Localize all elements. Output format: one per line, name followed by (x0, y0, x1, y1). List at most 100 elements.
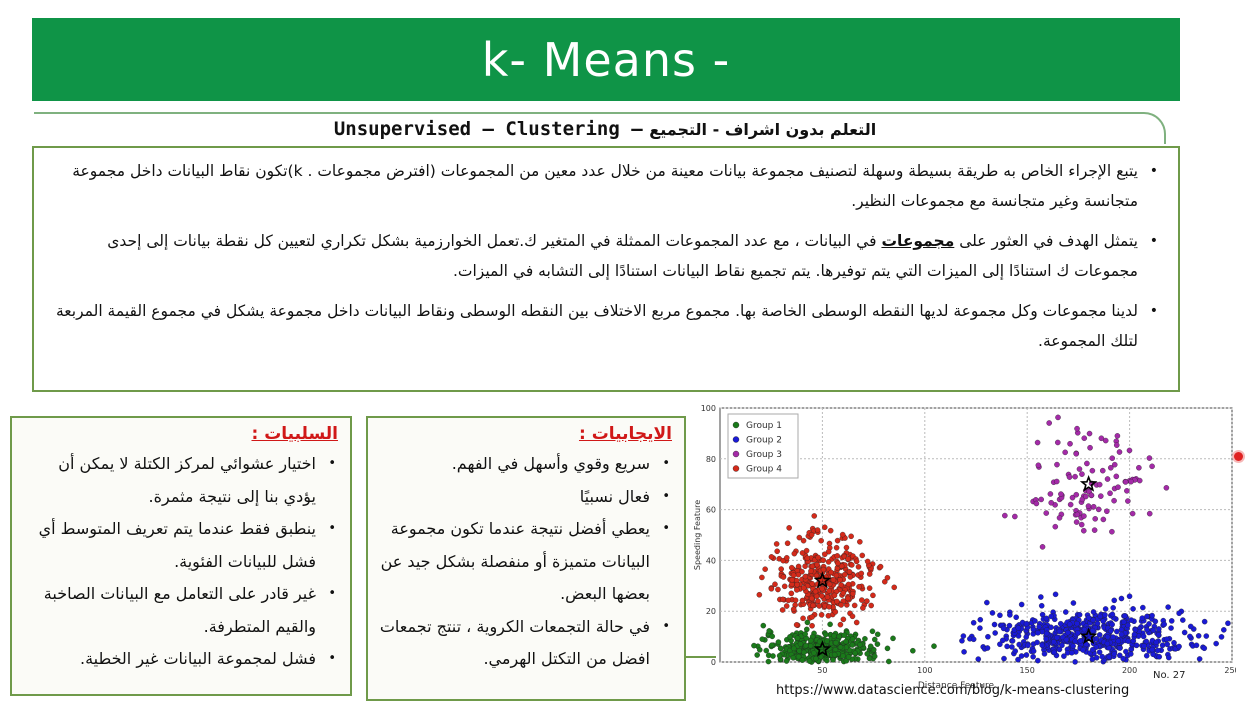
data-point-group-2 (984, 645, 991, 651)
y-tick-label: 60 (706, 506, 716, 515)
data-point-group-1 (874, 631, 881, 638)
description-point-2: يتمثل الهدف في العثور على مجموعات في الب… (56, 226, 1158, 286)
data-point-group-2 (1043, 636, 1049, 642)
data-point-group-2 (1100, 618, 1106, 624)
data-point-group-1 (884, 645, 891, 652)
data-point-group-2 (1015, 656, 1021, 663)
data-point-group-3 (1099, 467, 1106, 474)
data-point-group-2 (1120, 655, 1126, 662)
data-point-group-3 (1073, 451, 1080, 457)
data-point-group-1 (807, 642, 814, 649)
data-point-group-3 (1092, 516, 1098, 522)
data-point-group-1 (813, 655, 819, 662)
data-point-group-3 (1066, 474, 1073, 480)
data-point-group-2 (989, 610, 996, 616)
description-point-1: يتبع الإجراء الخاص به طريقة بسيطة وسهلة … (56, 156, 1158, 216)
data-point-group-4 (877, 563, 884, 570)
scatter-chart: 50 100 150 200 250 0 20 40 60 80 100 Distance Featu… (688, 400, 1240, 706)
data-point-group-2 (1195, 633, 1202, 639)
data-point-group-2 (1153, 639, 1160, 646)
data-point-group-3 (1136, 464, 1142, 471)
data-point-group-1 (756, 647, 763, 653)
data-point-group-2 (1140, 604, 1146, 611)
data-point-group-1 (827, 621, 833, 628)
data-point-group-2 (1065, 629, 1071, 636)
legend-label: Group 4 (746, 465, 782, 475)
source-url[interactable]: https://www.datascience.com/blog/k-means… (776, 683, 1130, 698)
data-point-group-3 (1114, 433, 1121, 439)
data-point-group-3 (1104, 508, 1110, 515)
data-point-group-1 (790, 645, 797, 652)
data-point-group-2 (1143, 638, 1150, 645)
data-point-group-4 (827, 527, 834, 534)
y-tick-label: 40 (706, 556, 716, 565)
data-point-group-3 (1067, 440, 1073, 447)
data-point-group-2 (1111, 651, 1118, 657)
data-point-group-3 (1163, 485, 1170, 491)
data-point-group-3 (1109, 455, 1116, 461)
data-point-group-4 (826, 604, 832, 610)
data-point-group-1 (864, 651, 870, 657)
data-point-group-1 (837, 644, 844, 650)
data-point-group-4 (831, 592, 838, 599)
data-point-group-3 (1149, 463, 1155, 470)
data-point-group-2 (1131, 631, 1138, 638)
data-point-group-4 (809, 614, 815, 620)
data-point-group-2 (1115, 638, 1122, 644)
x-tick-label: 50 (817, 666, 827, 675)
data-point-group-4 (819, 585, 825, 592)
data-point-group-4 (778, 566, 784, 572)
cons-item-4: فشل لمجموعة البيانات غير الخطية. (22, 643, 336, 676)
data-point-group-2 (1165, 604, 1171, 610)
data-point-group-3 (1034, 439, 1041, 446)
data-point-group-1 (849, 636, 856, 642)
x-axis-label: Distance Feature (918, 681, 995, 691)
data-point-group-1 (765, 658, 772, 665)
data-point-group-2 (1099, 653, 1105, 660)
point-2-pre: يتمثل الهدف في العثور على (954, 232, 1138, 250)
pros-item-4: في حالة التجمعات الكروية ، تنتج تجمعات ا… (378, 611, 670, 676)
data-point-group-1 (824, 638, 830, 644)
data-point-group-3 (1079, 471, 1085, 477)
data-point-group-3 (1146, 455, 1153, 461)
data-point-group-3 (1074, 511, 1081, 518)
cons-item-1: اختيار عشوائي لمركز الكتلة لا يمكن أن يؤ… (22, 448, 336, 513)
data-point-group-3 (1087, 444, 1093, 451)
data-point-group-4 (788, 590, 795, 597)
data-point-group-2 (1061, 653, 1067, 659)
data-point-group-4 (884, 574, 891, 581)
data-point-group-2 (1023, 620, 1030, 627)
data-point-group-1 (867, 643, 874, 650)
data-point-group-3 (1116, 449, 1123, 455)
data-point-group-4 (849, 562, 855, 568)
data-point-group-1 (770, 653, 776, 659)
data-point-group-2 (1089, 646, 1096, 653)
data-point-group-4 (759, 574, 765, 581)
legend-marker (732, 436, 740, 443)
data-point-group-3 (1062, 449, 1068, 456)
data-point-group-2 (1181, 629, 1188, 636)
data-point-group-1 (862, 636, 868, 642)
data-point-group-2 (1140, 633, 1147, 640)
data-point-group-4 (780, 596, 786, 603)
data-point-group-3 (1054, 461, 1060, 468)
legend-marker (732, 465, 740, 472)
data-point-group-2 (1109, 621, 1115, 628)
data-point-group-4 (882, 578, 888, 585)
data-point-group-2 (1030, 648, 1037, 654)
data-point-group-3 (1136, 477, 1143, 484)
data-point-group-2 (1104, 634, 1111, 640)
data-point-group-2 (1102, 612, 1108, 618)
data-point-group-2 (1156, 654, 1163, 660)
data-point-group-4 (820, 557, 827, 563)
data-point-group-2 (1125, 622, 1131, 629)
data-point-group-2 (1015, 625, 1022, 631)
data-point-group-2 (1050, 639, 1057, 645)
data-point-group-1 (777, 645, 784, 652)
data-point-group-2 (1039, 642, 1045, 648)
data-point-group-3 (1052, 523, 1059, 530)
data-point-group-1 (795, 653, 802, 660)
data-point-group-2 (1089, 627, 1096, 634)
x-tick-label: 200 (1122, 666, 1137, 675)
data-point-group-3 (1111, 461, 1118, 468)
